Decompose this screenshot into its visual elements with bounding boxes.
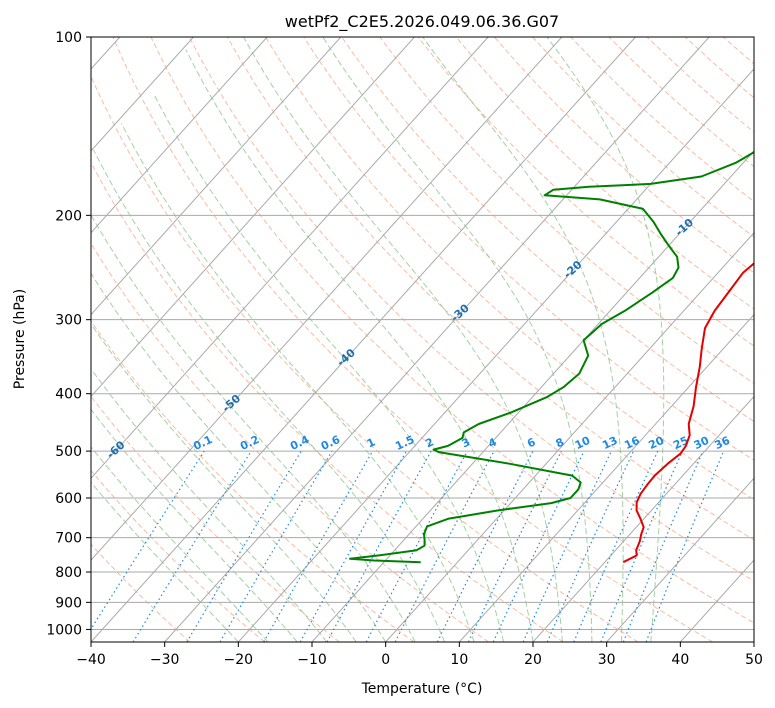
mixing-ratio-line — [326, 450, 432, 642]
y-tick-label: 900 — [55, 595, 82, 611]
x-tick-label: 20 — [524, 652, 542, 668]
y-axis-label: Pressure (hPa) — [12, 289, 28, 389]
isotherm-line — [164, 37, 710, 642]
x-tick-label: 40 — [671, 652, 689, 668]
dewpoint-profile-line — [349, 151, 754, 564]
mixing-ratio-line — [522, 450, 612, 642]
isotherm-line — [91, 37, 342, 316]
mixing-ratio-label: 30 — [692, 434, 712, 452]
y-tick-label: 700 — [55, 531, 82, 547]
y-tick-label: 300 — [55, 313, 82, 329]
moist-adiabat-line — [243, 37, 563, 642]
plot-frame — [90, 36, 755, 643]
x-tick-label: 30 — [598, 652, 616, 668]
isotherm-line — [532, 395, 754, 642]
y-tick-label: 500 — [55, 444, 82, 460]
x-axis-label: Temperature (°C) — [361, 681, 483, 697]
dry-adiabat-line — [265, 37, 754, 501]
dry-adiabat-line — [91, 469, 265, 642]
mixing-ratio-line — [91, 450, 205, 631]
isotherm-line — [91, 37, 268, 234]
moist-adiabat-line — [322, 37, 593, 642]
isotherm-line — [237, 68, 754, 642]
x-tick-label: 0 — [381, 652, 390, 668]
moist-adiabat-line — [91, 446, 269, 642]
mixing-ratio-label: 20 — [647, 434, 667, 452]
mixing-ratio-line — [365, 450, 468, 642]
moist-adiabat-line — [121, 123, 475, 642]
y-tick-label: 200 — [55, 208, 82, 224]
mixing-ratio-line — [492, 450, 585, 642]
moist-adiabat-line — [91, 481, 239, 642]
isotherm-line — [91, 37, 563, 561]
isotherm-line — [385, 231, 754, 642]
x-tick-label: −40 — [76, 652, 106, 668]
temperature-profile-line — [622, 262, 754, 564]
isotherm-line — [606, 477, 754, 642]
isotherm-line — [91, 37, 194, 152]
x-tick-label: −30 — [150, 652, 180, 668]
x-tick-label: 50 — [745, 652, 763, 668]
dry-adiabat-line — [91, 242, 489, 642]
dry-adiabat-line — [455, 37, 754, 310]
isotherm-line — [91, 37, 415, 398]
isotherm-line — [91, 37, 489, 480]
mixing-ratio-line — [186, 450, 302, 642]
moist-adiabat-line — [546, 37, 665, 642]
moist-adiabat-line — [91, 323, 357, 642]
moist-adiabat-line — [91, 367, 328, 642]
mixing-ratio-label: 10 — [573, 434, 593, 452]
y-tick-label: 100 — [55, 30, 82, 46]
y-tick-label: 600 — [55, 491, 82, 507]
y-axis: 100 200 300 400 500 600 700 800 900 1000 — [46, 30, 91, 638]
dry-adiabat-line — [150, 37, 754, 624]
moist-adiabat-line — [91, 272, 387, 642]
mixing-ratio-label: 13 — [600, 434, 619, 452]
chart-title: wetPf2_C2E5.2026.049.06.36.G07 — [285, 12, 559, 32]
dry-adiabat-line — [91, 75, 639, 642]
dry-adiabat-line — [762, 37, 775, 642]
profiles — [349, 151, 754, 564]
moist-adiabat-line — [93, 149, 446, 642]
moist-adiabat-line — [185, 49, 534, 642]
dry-adiabat-line — [341, 37, 754, 423]
isotherm-line — [753, 641, 754, 642]
x-tick-label: 10 — [450, 652, 468, 668]
moist-adiabat-line — [91, 408, 298, 642]
moist-adiabat-line — [422, 37, 624, 642]
mixing-ratio-line — [467, 450, 562, 642]
y-tick-label: 800 — [55, 565, 82, 581]
dry-adiabat-line — [417, 37, 754, 347]
x-tick-label: −10 — [297, 652, 327, 668]
y-tick-label: 1000 — [46, 622, 82, 638]
plot-background — [91, 37, 754, 642]
y-tick-label: 400 — [55, 387, 82, 403]
mixing-ratio-label: 16 — [622, 434, 642, 452]
mixing-ratio-line — [219, 450, 333, 642]
isotherm-line — [91, 37, 636, 642]
x-axis: −40 −30 −20 −10 0 10 20 30 40 50 — [76, 642, 763, 668]
mixing-ratio-label: 36 — [713, 434, 733, 452]
mixing-ratio-line — [132, 450, 252, 642]
dry-adiabat-line — [188, 37, 754, 582]
x-tick-label: −20 — [224, 652, 254, 668]
isotherm-line — [458, 313, 754, 642]
isotherm-label: -70 — [0, 486, 12, 509]
moist-adiabat-line — [91, 213, 416, 642]
dry-adiabat-line — [91, 395, 340, 642]
dry-adiabat-line — [91, 161, 564, 642]
